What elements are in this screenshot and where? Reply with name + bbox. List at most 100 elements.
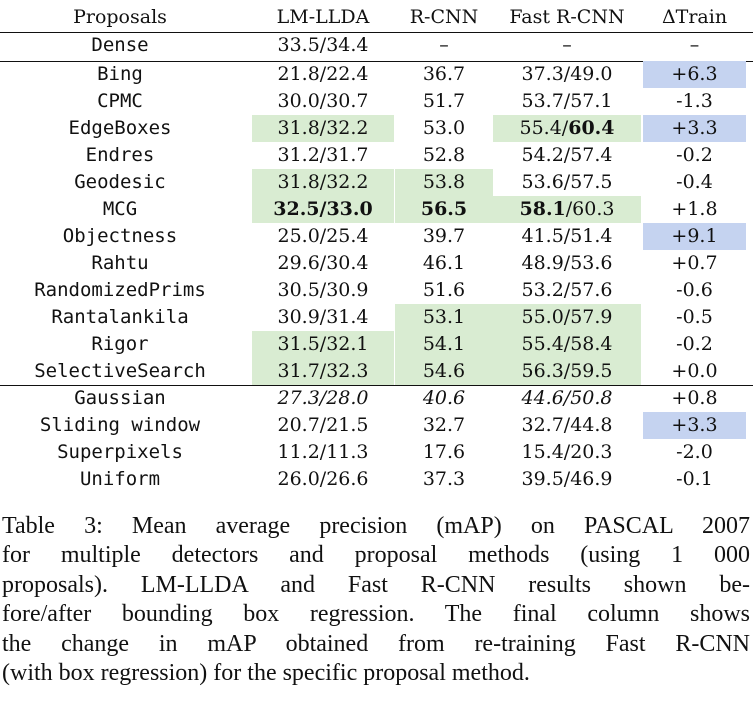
lmllda-cell: 30.5/30.9 [277, 279, 369, 301]
lmllda-cell: 30.9/31.4 [277, 306, 369, 328]
fast-rcnn-cell: 55.0/57.9 [493, 304, 641, 331]
lmllda-cell: 27.3/28.0 [277, 387, 369, 409]
delta-train-cell: +0.8 [671, 387, 718, 409]
table-row: MCG 32.5/33.0 56.5 58.1/60.3 +1.8 [0, 196, 753, 223]
section-rule [0, 61, 753, 62]
rcnn-cell: 56.5 [395, 196, 493, 223]
section-rule [0, 385, 753, 386]
delta-train-cell: +3.3 [643, 115, 746, 142]
table-caption: Table 3: Mean average precision (mAP) on… [2, 512, 750, 688]
lmllda-cell: 20.7/21.5 [277, 414, 369, 436]
delta-train-cell: -2.0 [676, 441, 713, 463]
proposal-name: Rantalankila [51, 306, 189, 328]
proposal-name: Dense [91, 34, 149, 56]
fast-rcnn-cell: 39.5/46.9 [521, 468, 613, 490]
delta-train-cell: -0.2 [676, 144, 713, 166]
table-row: Endres 31.2/31.7 52.8 54.2/57.4 -0.2 [0, 142, 753, 169]
table-row: Rantalankila 30.9/31.4 53.1 55.0/57.9 -0… [0, 304, 753, 331]
proposal-name: EdgeBoxes [68, 117, 172, 139]
lmllda-cell: 11.2/11.3 [277, 441, 369, 463]
rcnn-cell: 17.6 [422, 441, 466, 463]
lmllda-cell: 25.0/25.4 [277, 225, 369, 247]
lmllda-cell: 32.5/33.0 [252, 196, 394, 223]
lmllda-cell: 31.7/32.3 [252, 358, 394, 385]
delta-train-cell: -0.6 [676, 279, 713, 301]
table-row: Superpixels 11.2/11.3 17.6 15.4/20.3 -2.… [0, 439, 753, 466]
fast-rcnn-cell: 56.3/59.5 [493, 358, 641, 385]
fast-rcnn-cell: 58.1/60.3 [493, 196, 641, 223]
fast-rcnn-cell: 15.4/20.3 [521, 441, 613, 463]
rcnn-cell: 37.3 [422, 468, 466, 490]
lmllda-cell: 33.5/34.4 [277, 34, 369, 56]
delta-train-cell: -0.5 [676, 306, 713, 328]
delta-train-cell: +1.8 [671, 198, 718, 220]
table-row: RandomizedPrims 30.5/30.9 51.6 53.2/57.6… [0, 277, 753, 304]
table-row: Gaussian 27.3/28.0 40.6 44.6/50.8 +0.8 [0, 385, 753, 412]
proposal-name: Sliding window [39, 414, 201, 436]
table-row: Geodesic 31.8/32.2 53.8 53.6/57.5 -0.4 [0, 169, 753, 196]
table-row: Uniform 26.0/26.6 37.3 39.5/46.9 -0.1 [0, 466, 753, 493]
table-row: EdgeBoxes 31.8/32.2 53.0 55.4/60.4 +3.3 [0, 115, 753, 142]
rcnn-cell: 51.6 [422, 279, 466, 301]
rcnn-cell: 51.7 [422, 90, 466, 112]
lmllda-cell: 31.8/32.2 [252, 169, 394, 196]
delta-train-cell: +0.0 [671, 360, 718, 382]
fast-rcnn-cell: 53.7/57.1 [521, 90, 613, 112]
rcnn-cell: 53.8 [395, 169, 493, 196]
proposal-name: Bing [97, 63, 143, 85]
rcnn-cell: 54.6 [395, 358, 493, 385]
caption-line: the change in mAP obtained from re-train… [2, 630, 750, 657]
fast-rcnn-cell: 53.6/57.5 [521, 171, 613, 193]
delta-train-cell: +0.7 [671, 252, 718, 274]
fast-after: /60.3 [565, 198, 615, 220]
table-row: Sliding window 20.7/21.5 32.7 32.7/44.8 … [0, 412, 753, 439]
table-row: Dense 33.5/34.4 – – – [0, 32, 753, 59]
delta-train-cell: -1.3 [676, 90, 713, 112]
caption-line: proposals). LM-LLDA and Fast R-CNN resul… [2, 571, 750, 598]
table-row: Rahtu 29.6/30.4 46.1 48.9/53.6 +0.7 [0, 250, 753, 277]
table-row: SelectiveSearch 31.7/32.3 54.6 56.3/59.5… [0, 358, 753, 385]
rcnn-cell: 52.8 [422, 144, 466, 166]
fast-rcnn-cell: 53.2/57.6 [521, 279, 613, 301]
header-rule [0, 32, 753, 33]
rcnn-cell: 54.1 [395, 331, 493, 358]
lmllda-cell: 21.8/22.4 [277, 63, 369, 85]
lmllda-cell: 26.0/26.6 [277, 468, 369, 490]
delta-train-cell: -0.4 [676, 171, 713, 193]
header-proposals: Proposals [73, 6, 167, 28]
fast-before: 55.4/ [519, 117, 569, 139]
proposal-name: MCG [102, 198, 138, 220]
delta-train-cell: +3.3 [643, 412, 746, 439]
fast-rcnn-cell: – [562, 34, 572, 56]
caption-line: Table 3: Mean average precision (mAP) on… [2, 513, 750, 539]
delta-train-cell: +9.1 [643, 223, 746, 250]
proposal-name: Rigor [91, 333, 149, 355]
lmllda-cell: 31.2/31.7 [277, 144, 369, 166]
delta-train-cell: -0.2 [676, 333, 713, 355]
lmllda-cell: 29.6/30.4 [277, 252, 369, 274]
fast-rcnn-cell: 44.6/50.8 [521, 387, 613, 409]
lmllda-cell: 30.0/30.7 [277, 90, 369, 112]
proposal-name: Superpixels [57, 441, 183, 463]
table-row: CPMC 30.0/30.7 51.7 53.7/57.1 -1.3 [0, 88, 753, 115]
fast-before-best: 58.1 [519, 198, 566, 220]
rcnn-cell: 53.1 [395, 304, 493, 331]
proposal-name: SelectiveSearch [34, 360, 206, 382]
delta-train-cell: -0.1 [676, 468, 713, 490]
table-row: Rigor 31.5/32.1 54.1 55.4/58.4 -0.2 [0, 331, 753, 358]
proposal-name: CPMC [97, 90, 143, 112]
rcnn-cell: 53.0 [422, 117, 466, 139]
header-delta-train: ΔTrain [661, 6, 728, 28]
caption-line: fore/after bounding box regression. The … [2, 601, 750, 628]
fast-rcnn-cell: 55.4/60.4 [493, 115, 641, 142]
caption-line: (with box regression) for the specific p… [2, 660, 530, 687]
header-lmllda: LM-LLDA [276, 6, 370, 28]
fast-rcnn-cell: 55.4/58.4 [493, 331, 641, 358]
fast-rcnn-cell: 37.3/49.0 [521, 63, 613, 85]
delta-train-cell: +6.3 [643, 61, 746, 88]
proposal-name: Uniform [79, 468, 161, 490]
rcnn-cell: 46.1 [422, 252, 466, 274]
fast-rcnn-cell: 54.2/57.4 [521, 144, 613, 166]
header-fast-rcnn: Fast R-CNN [509, 6, 625, 28]
rcnn-cell: 40.6 [422, 387, 466, 409]
